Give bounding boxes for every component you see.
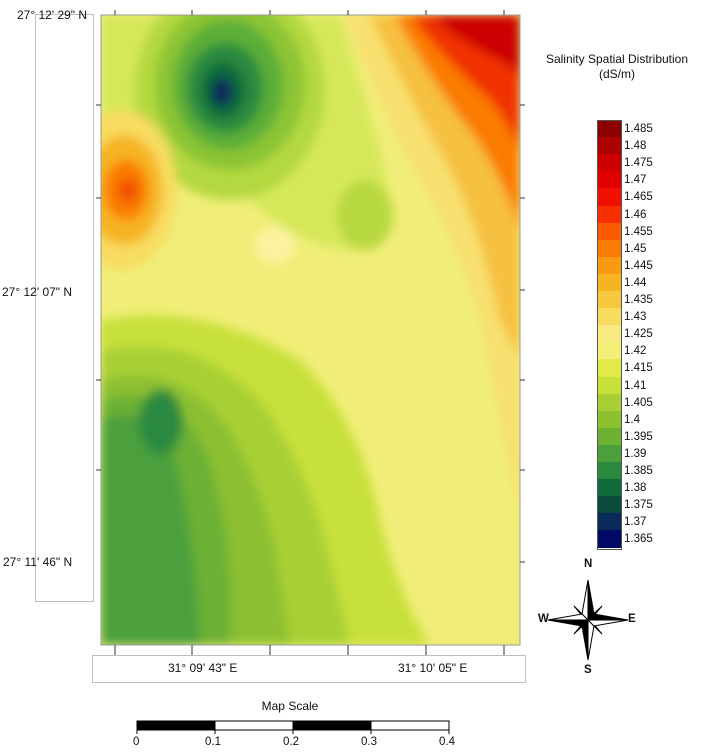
legend-swatch (597, 325, 621, 343)
legend-level-label: 1.465 (624, 191, 653, 204)
legend-swatch (597, 205, 621, 224)
legend-level-label: 1.38 (624, 482, 647, 495)
legend-level-label: 1.485 (624, 123, 653, 135)
scale-tick-2: 0.2 (283, 736, 299, 748)
legend-swatch (597, 222, 621, 241)
legend-swatch (597, 376, 621, 395)
scale-bar (136, 720, 450, 734)
legend-level-label: 1.44 (624, 276, 647, 289)
scale-tick-3: 0.3 (361, 736, 377, 748)
legend-swatch (597, 273, 621, 292)
legend-swatch (597, 444, 621, 463)
legend-level-label: 1.365 (624, 533, 653, 546)
legend-swatch (597, 342, 621, 360)
scale-tick-0: 0 (133, 736, 140, 748)
longitude-label-right: 31° 10' 05" E (398, 661, 468, 675)
legend-level-label: 1.395 (624, 430, 653, 443)
legend-title: Salinity Spatial Distribution (dS/m) (532, 52, 702, 82)
legend-swatch (597, 188, 621, 206)
legend-level-label: 1.375 (624, 499, 653, 512)
legend-bar-frame (597, 120, 622, 550)
legend-level-label: 1.4 (624, 413, 640, 426)
scale-tick-4: 0.4 (439, 736, 455, 748)
legend-level-label: 1.415 (624, 362, 653, 375)
legend-swatch (597, 513, 621, 531)
latitude-label-top: 27° 12' 29" N (17, 8, 88, 22)
legend-swatch (597, 154, 621, 172)
legend-swatch (597, 530, 621, 548)
compass-north-label: N (584, 558, 593, 570)
legend-level-label: 1.45 (624, 242, 647, 255)
legend-swatch (597, 393, 621, 412)
compass-south-label: S (584, 664, 592, 676)
legend-swatch (597, 496, 621, 514)
longitude-frame (92, 655, 526, 683)
legend-level-label: 1.475 (624, 157, 653, 170)
legend-swatch (597, 359, 621, 377)
legend-swatch (597, 410, 621, 429)
legend-level-label: 1.41 (624, 379, 647, 392)
legend-level-label: 1.39 (624, 447, 647, 460)
legend-swatch (597, 291, 621, 309)
legend-swatch (597, 239, 621, 258)
legend-level-label: 1.46 (624, 208, 647, 221)
legend-level-label: 1.425 (624, 328, 653, 341)
legend-swatch (597, 120, 621, 138)
contour-surface (101, 15, 520, 645)
legend-title-line2: (dS/m) (599, 67, 635, 81)
legend-level-label: 1.445 (624, 259, 653, 272)
legend-level-label: 1.37 (624, 516, 647, 529)
legend-level-label: 1.43 (624, 311, 647, 324)
latitude-label-bottom: 27° 11' 46" N (3, 555, 73, 569)
legend-swatch (597, 137, 621, 155)
compass-west-label: W (538, 613, 549, 625)
scale-bar-title: Map Scale (261, 699, 319, 713)
legend-level-label: 1.405 (624, 396, 653, 409)
legend-swatch (597, 462, 621, 480)
legend-swatch (597, 479, 621, 497)
latitude-frame (35, 14, 94, 602)
legend-level-label: 1.385 (624, 465, 653, 477)
legend-swatch (597, 427, 621, 446)
legend-swatch (597, 308, 621, 326)
legend-level-label: 1.455 (624, 225, 653, 238)
legend-level-label: 1.435 (624, 294, 653, 306)
scale-tick-1: 0.1 (205, 736, 221, 748)
legend-swatch (597, 171, 621, 189)
legend-swatch (597, 256, 621, 275)
longitude-label-left: 31° 09' 43" E (168, 661, 238, 675)
legend-level-label: 1.42 (624, 345, 647, 358)
latitude-label-middle: 27° 12' 07" N (2, 285, 73, 299)
legend-level-label: 1.48 (624, 140, 647, 153)
legend-level-label: 1.47 (624, 174, 647, 187)
legend-title-line1: Salinity Spatial Distribution (545, 52, 689, 66)
compass-east-label: E (628, 613, 636, 625)
north-arrow-compass (547, 579, 629, 661)
